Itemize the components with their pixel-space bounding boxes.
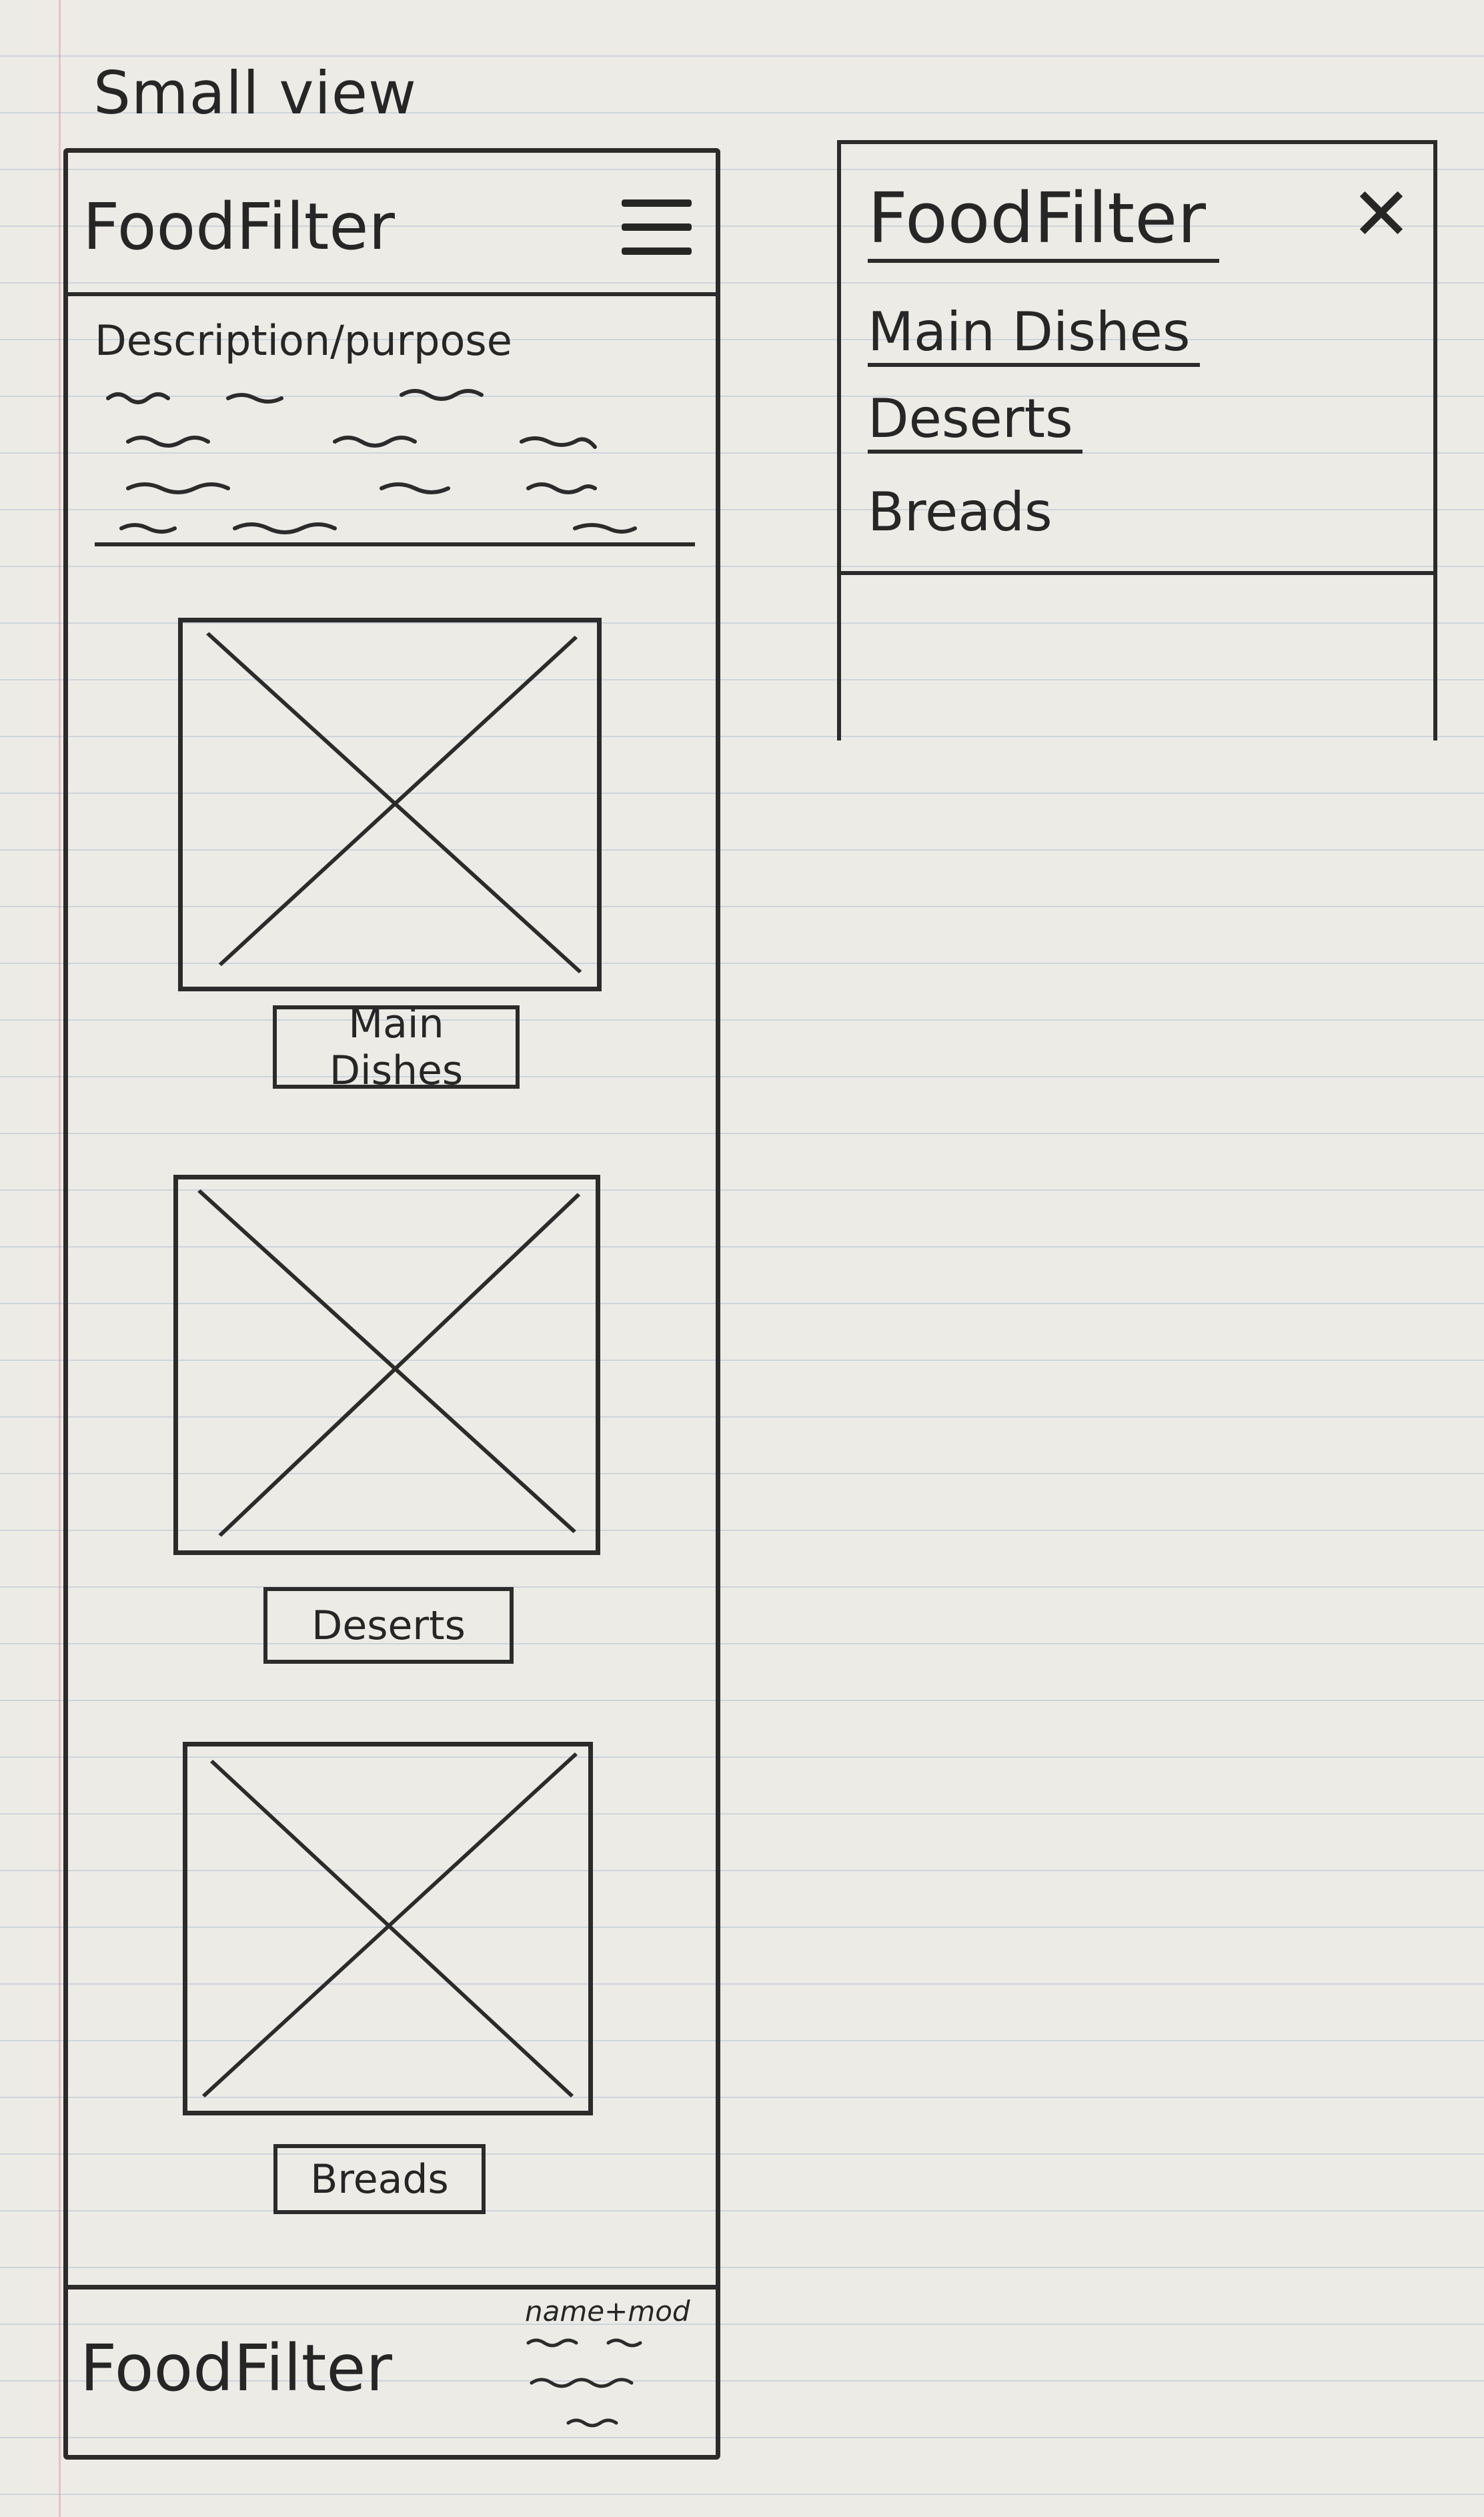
footer-title: FoodFilter bbox=[80, 2331, 392, 2406]
placeholder-text-squiggles bbox=[106, 389, 637, 534]
image-placeholder-icon bbox=[206, 632, 582, 974]
close-icon[interactable]: ✕ bbox=[1350, 171, 1413, 257]
app-footer: FoodFilter name+mod bbox=[68, 2285, 716, 2455]
description-label: Description/purpose bbox=[95, 316, 512, 365]
menu-open-frame: FoodFilter ✕ Main Dishes Deserts Breads bbox=[837, 140, 1437, 740]
placeholder-text-squiggles bbox=[526, 2338, 642, 2428]
app-title[interactable]: FoodFilter bbox=[83, 189, 395, 264]
menu-item-deserts[interactable]: Deserts bbox=[868, 388, 1082, 454]
small-view-frame: FoodFilter Description/purpose Main Dish… bbox=[63, 148, 720, 2460]
menu-title[interactable]: FoodFilter bbox=[868, 177, 1219, 263]
breads-image[interactable] bbox=[183, 1742, 593, 2115]
main-dishes-image[interactable] bbox=[178, 618, 602, 991]
image-placeholder-icon bbox=[201, 1752, 578, 2098]
deserts-button[interactable]: Deserts bbox=[263, 1587, 514, 1664]
menu-divider bbox=[841, 571, 1433, 575]
description-section: Description/purpose bbox=[95, 316, 695, 546]
hamburger-menu-icon[interactable] bbox=[622, 199, 692, 256]
page-heading: Small view bbox=[93, 59, 418, 127]
main-dishes-button[interactable]: Main Dishes bbox=[273, 1001, 520, 1094]
breads-button[interactable]: Breads bbox=[273, 2144, 486, 2214]
deserts-image[interactable] bbox=[173, 1175, 600, 1555]
menu-item-breads[interactable]: Breads bbox=[868, 481, 1052, 543]
image-placeholder-icon bbox=[197, 1189, 581, 1537]
app-header: FoodFilter bbox=[68, 153, 716, 296]
footer-credit: name+mod bbox=[525, 2295, 690, 2328]
menu-item-main-dishes[interactable]: Main Dishes bbox=[868, 301, 1200, 367]
